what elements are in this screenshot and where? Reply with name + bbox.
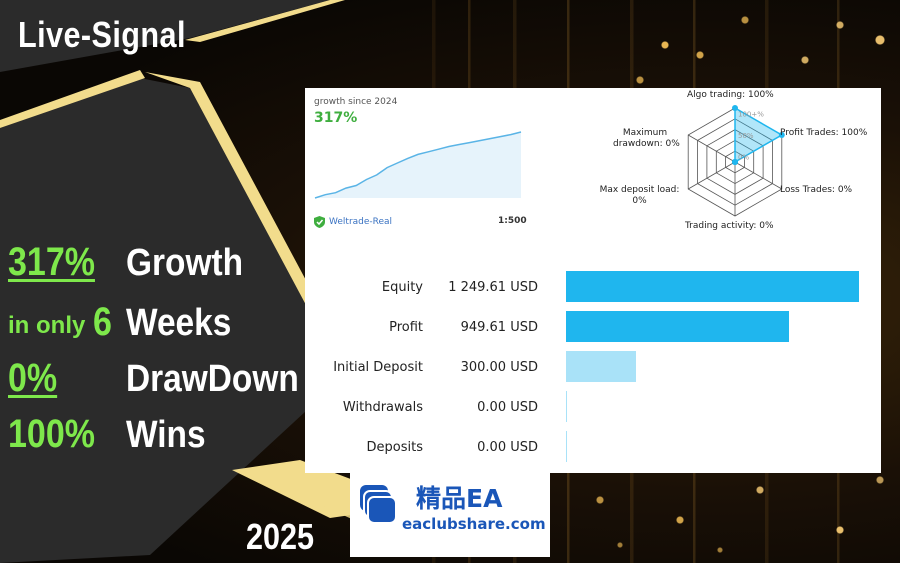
top-gold-stripe [185,0,345,42]
radar-point [778,132,785,138]
metric-label: Initial Deposit [333,360,423,375]
metric-label: Profit [389,320,423,335]
radar-label-max-deposit: Max deposit load: 0% [599,185,680,206]
radar-point [732,105,738,111]
stat-growth-value: 317% [8,240,95,284]
shield-check-icon [314,216,325,228]
metric-bar [566,391,567,422]
radar-label-loss: Loss Trades: 0% [780,185,853,195]
radar-label-profit: Profit Trades: 100% [780,128,868,138]
radar-scale-label: 100+% [738,110,764,118]
banner-year: 2025 [246,516,315,557]
radar-axis [734,161,782,190]
stat-weeks-prefix: in only [8,312,86,339]
watermark-url: eaclubshare.com [402,515,546,533]
leverage-value: 1:500 [498,216,527,226]
stat-wins-value: 100% [8,412,95,456]
growth-caption: growth since 2024 [314,97,398,107]
top-dark-band [0,0,330,72]
growth-line [314,131,522,199]
metric-value: 949.61 USD [460,320,538,335]
metric-label: Equity [381,280,423,295]
main-dark-panel [0,78,345,563]
radar-axis [688,134,736,163]
stat-growth-label: Growth [126,242,244,284]
metric-value: 300.00 USD [460,360,538,375]
stat-drawdown: 0% DrawDown [8,356,299,400]
metric-bar [566,431,567,462]
radar-label-max-drawdown: Maximum drawdown: 0% [613,128,680,149]
radar-label-algo: Algo trading: 100% [687,90,774,100]
radar-label-activity: Trading activity: 0% [685,221,774,231]
stat-weeks-label: Weeks [126,302,232,344]
watermark-cn-text: 精品EA [416,484,503,513]
radar-chart: 100+% 50% 0% [687,105,785,217]
stacked-books-icon [360,485,397,524]
radar-scale-label: 50% [738,132,754,140]
growth-value: 317% [314,110,358,126]
radar-value-shape [734,106,784,164]
banner-title: Live-Signal [18,14,186,55]
metric-value: 1 249.61 USD [448,280,538,295]
signal-stats-card: growth since 2024 317% Weltrade-Real 1:5… [305,88,881,473]
growth-sparkline [314,131,522,199]
growth-area [315,132,521,198]
metric-bar [566,271,859,302]
radar-scale-label: 0% [738,154,749,162]
metric-row: Initial Deposit 300.00 USD [305,350,881,384]
metric-label: Withdrawals [342,400,423,415]
radar-panel: 100+% 50% 0% Algo trading: 100% Profit Tra… [595,90,885,244]
metric-row: Equity 1 249.61 USD [305,270,881,304]
broker-name[interactable]: Weltrade-Real [329,217,393,227]
metric-row: Profit 949.61 USD [305,310,881,344]
stat-wins-label: Wins [126,414,206,456]
metric-value: 0.00 USD [477,400,538,415]
stat-growth: 317% Growth [8,240,243,284]
metric-label: Deposits [366,440,423,455]
metric-row: Withdrawals 0.00 USD [305,390,881,424]
metric-bar [566,311,789,342]
radar-axis [688,161,736,190]
gold-stripe-upper [0,70,145,128]
stat-drawdown-label: DrawDown [126,358,299,400]
broker-info[interactable]: Weltrade-Real [314,216,392,228]
radar-point [732,159,738,165]
metric-value: 0.00 USD [477,440,538,455]
metric-row: Deposits 0.00 USD [305,430,881,464]
stat-drawdown-value: 0% [8,356,58,400]
stat-wins: 100% Wins [8,412,206,456]
stat-weeks: in only 6 Weeks [8,300,231,344]
stat-weeks-value: 6 [93,300,113,344]
metric-bar [566,351,636,382]
watermark-logo: 精品EA eaclubshare.com [350,473,550,557]
